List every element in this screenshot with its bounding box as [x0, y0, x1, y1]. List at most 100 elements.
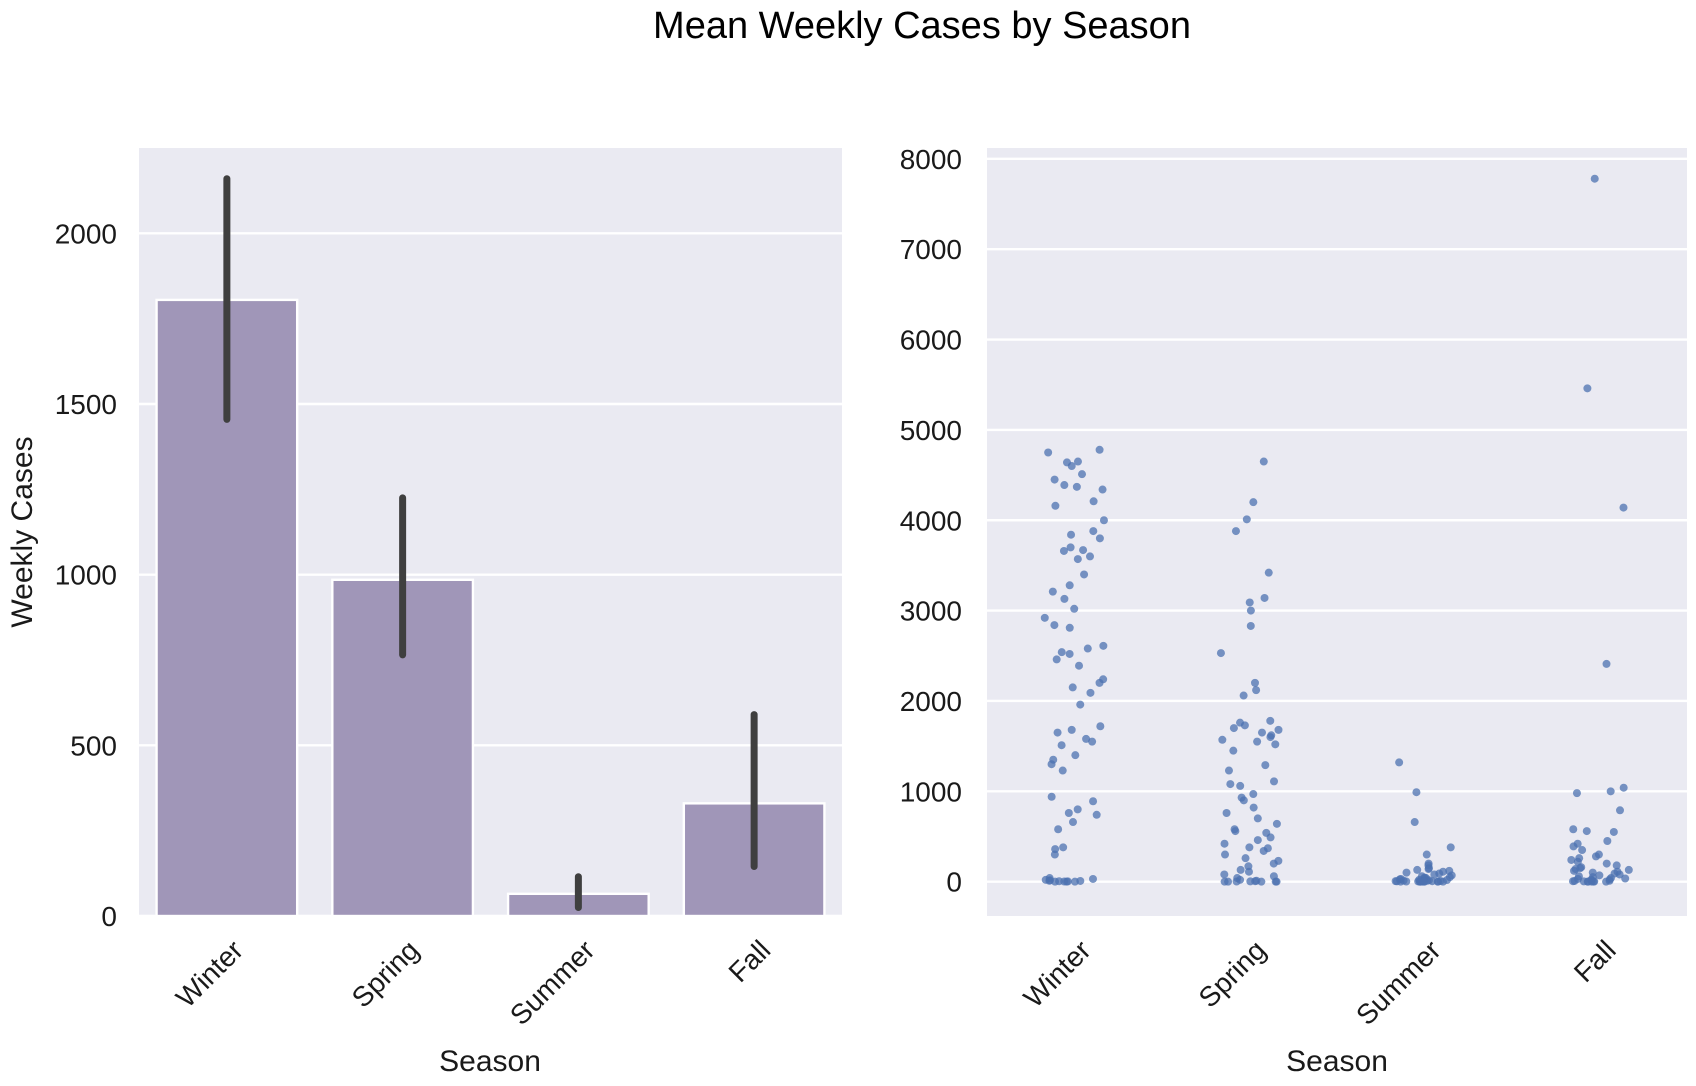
strip-point-spring — [1236, 865, 1245, 874]
strip-point-fall — [1590, 174, 1599, 183]
bar-chart-y-tick-label: 0 — [101, 901, 117, 932]
strip-point-spring — [1222, 808, 1231, 817]
strip-point-winter — [1057, 648, 1066, 657]
strip-chart-x-tick-label: Winter — [1018, 934, 1097, 1013]
strip-point-winter — [1092, 810, 1101, 819]
strip-chart-y-tick-label: 2000 — [900, 686, 962, 717]
strip-point-spring — [1250, 678, 1259, 687]
strip-point-fall — [1619, 783, 1628, 792]
strip-point-fall — [1606, 787, 1615, 796]
bar-chart-bars — [155, 175, 826, 918]
strip-point-summer — [1410, 818, 1419, 827]
bar-chart-x-tick-label: Spring — [346, 934, 425, 1013]
strip-point-winter — [1076, 700, 1085, 709]
strip-point-winter — [1099, 516, 1108, 525]
strip-point-spring — [1272, 877, 1281, 886]
strip-point-winter — [1067, 530, 1076, 539]
strip-point-winter — [1057, 741, 1066, 750]
strip-point-fall — [1584, 877, 1593, 886]
strip-point-winter — [1075, 661, 1084, 670]
strip-chart-x-tick-label: Spring — [1193, 934, 1272, 1013]
strip-point-spring — [1252, 686, 1261, 695]
strip-point-spring — [1221, 850, 1230, 859]
strip-point-spring — [1229, 746, 1238, 755]
strip-point-spring — [1229, 724, 1238, 733]
strip-point-fall — [1567, 855, 1576, 864]
bar-chart-y-tick-label: 1500 — [55, 389, 117, 420]
strip-point-spring — [1246, 606, 1255, 615]
strip-point-winter — [1095, 678, 1104, 687]
bar-chart-x-tick-label: Summer — [504, 934, 601, 1031]
strip-point-summer — [1413, 865, 1422, 874]
strip-point-spring — [1242, 515, 1251, 524]
strip-point-winter — [1059, 843, 1068, 852]
strip-point-spring — [1274, 725, 1283, 734]
strip-chart-y-tick-label: 6000 — [900, 325, 962, 356]
strip-point-summer — [1402, 877, 1411, 886]
strip-point-spring — [1266, 716, 1275, 725]
bar-chart-y-ticks: 0 500 1000 1500 2000 — [55, 218, 117, 932]
strip-chart-x-ticks: Winter Spring Summer Fall — [1018, 934, 1622, 1031]
strip-point-winter — [1040, 613, 1049, 622]
strip-point-winter — [1047, 792, 1056, 801]
strip-point-fall — [1572, 789, 1581, 798]
strip-point-winter — [1050, 621, 1059, 630]
strip-point-winter — [1089, 527, 1098, 536]
strip-point-spring — [1220, 839, 1229, 848]
strip-point-summer — [1419, 877, 1428, 886]
strip-point-spring — [1266, 833, 1275, 842]
strip-chart-x-tick-label: Summer — [1350, 934, 1447, 1031]
strip-point-summer — [1402, 868, 1411, 877]
strip-point-spring — [1246, 877, 1255, 886]
strip-point-winter — [1050, 850, 1059, 859]
strip-point-winter — [1073, 805, 1082, 814]
strip-point-spring — [1271, 740, 1280, 749]
strip-point-winter — [1068, 818, 1077, 827]
strip-point-spring — [1236, 781, 1245, 790]
strip-point-winter — [1095, 445, 1104, 454]
strip-point-winter — [1071, 751, 1080, 760]
strip-point-spring — [1218, 735, 1227, 744]
strip-point-winter — [1098, 485, 1107, 494]
strip-point-winter — [1064, 808, 1073, 817]
strip-point-summer — [1396, 877, 1405, 886]
bar-chart-x-ticks: Winter Spring Summer Fall — [170, 934, 776, 1031]
strip-point-fall — [1582, 827, 1591, 836]
bar-chart-y-axis-label: Weekly Cases — [6, 436, 39, 627]
strip-point-fall — [1583, 384, 1592, 393]
strip-point-winter — [1082, 734, 1091, 743]
strip-chart-points — [1040, 174, 1633, 886]
strip-point-winter — [1070, 877, 1079, 886]
strip-point-winter — [1066, 543, 1075, 552]
bar-chart-x-tick-label: Fall — [723, 934, 777, 988]
strip-point-fall — [1615, 870, 1624, 879]
strip-point-spring — [1245, 598, 1254, 607]
strip-point-fall — [1624, 865, 1633, 874]
strip-point-spring — [1226, 780, 1235, 789]
strip-chart-plot-area — [987, 148, 1687, 916]
strip-chart-panel: 0 1000 2000 3000 4000 5000 6000 7000 8000 Winter… — [900, 144, 1687, 1078]
strip-point-spring — [1239, 796, 1248, 805]
strip-point-spring — [1220, 870, 1229, 879]
strip-point-winter — [1086, 688, 1095, 697]
strip-point-winter — [1068, 683, 1077, 692]
strip-point-spring — [1249, 498, 1258, 507]
strip-point-winter — [1060, 481, 1069, 490]
strip-chart-y-tick-label: 1000 — [900, 776, 962, 807]
strip-point-spring — [1241, 854, 1250, 863]
strip-point-winter — [1060, 594, 1069, 603]
strip-point-winter — [1088, 737, 1097, 746]
strip-point-winter — [1085, 552, 1094, 561]
strip-point-spring — [1260, 593, 1269, 602]
strip-point-winter — [1072, 482, 1081, 491]
strip-point-winter — [1079, 546, 1088, 555]
strip-point-winter — [1099, 641, 1108, 650]
strip-point-fall — [1603, 837, 1612, 846]
strip-point-winter — [1065, 581, 1074, 590]
strip-point-fall — [1616, 806, 1625, 815]
strip-point-spring — [1224, 766, 1233, 775]
strip-point-spring — [1239, 691, 1248, 700]
